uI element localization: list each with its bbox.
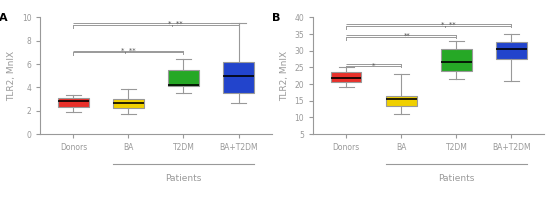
PathPatch shape — [113, 99, 144, 108]
Text: *, **: *, ** — [442, 22, 456, 28]
Text: Patients: Patients — [166, 174, 202, 183]
Text: Patients: Patients — [438, 174, 475, 183]
Y-axis label: TLR2, MnIX: TLR2, MnIX — [7, 51, 16, 101]
Text: A: A — [0, 13, 8, 23]
PathPatch shape — [441, 49, 471, 71]
PathPatch shape — [496, 42, 526, 59]
PathPatch shape — [168, 70, 199, 86]
Text: *: * — [372, 62, 376, 68]
PathPatch shape — [223, 62, 254, 93]
PathPatch shape — [331, 72, 361, 82]
Text: B: B — [272, 13, 280, 23]
Text: **: ** — [404, 33, 410, 39]
Y-axis label: TLR2, MnIX: TLR2, MnIX — [280, 51, 289, 101]
PathPatch shape — [386, 96, 416, 106]
PathPatch shape — [58, 98, 89, 107]
Text: *, **: *, ** — [121, 48, 136, 54]
Text: *, **: *, ** — [168, 21, 183, 27]
